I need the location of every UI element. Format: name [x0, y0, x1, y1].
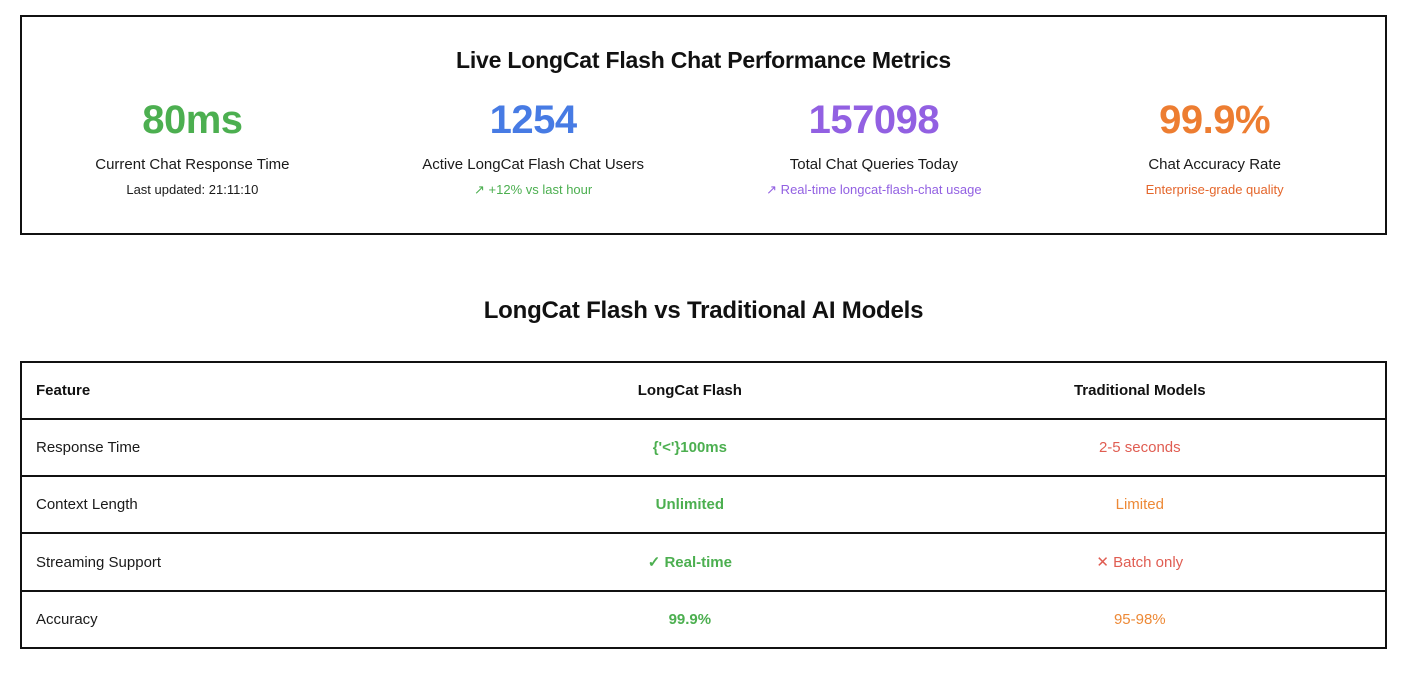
table-row: Context Length Unlimited Limited [21, 476, 1386, 533]
comparison-section-title: LongCat Flash vs Traditional AI Models [483, 297, 924, 324]
metric-subtext: ↗ +12% vs last hour [474, 182, 593, 197]
column-header-feature: Feature [36, 382, 91, 399]
traditional-models-cell: 95-98% [1113, 611, 1166, 628]
longcat-flash-cell: {'<'}100ms [652, 439, 727, 456]
metric-value: 157098 [808, 98, 940, 142]
traditional-models-cell: ✕ Batch only [1096, 554, 1184, 571]
column-header-traditional-models: Traditional Models [1073, 382, 1206, 399]
longcat-flash-cell: ✓ Real-time [647, 554, 732, 571]
traditional-models-cell: 2-5 seconds [1098, 439, 1181, 456]
table-row: Response Time {'<'}100ms 2-5 seconds [21, 419, 1386, 476]
live-metrics-panel: Live LongCat Flash Chat Performance Metr… [20, 15, 1387, 235]
feature-cell: Context Length [36, 496, 138, 513]
metric-value: 80ms [142, 98, 243, 142]
metric-label: Current Chat Response Time [95, 156, 290, 173]
column-header-longcat-flash: LongCat Flash [637, 382, 742, 399]
metric-card: 80ms Current Chat Response Time Last updat… [22, 100, 363, 197]
metric-card: 1254 Active LongCat Flash Chat Users ↗ +12… [363, 100, 704, 198]
metric-label: Chat Accuracy Rate [1148, 156, 1281, 173]
feature-cell: Streaming Support [36, 553, 162, 571]
table-header-row: Feature LongCat Flash Traditional Models [21, 362, 1386, 419]
comparison-table: Feature LongCat Flash Traditional Models… [20, 361, 1387, 649]
metric-value: 99.9% [1159, 98, 1271, 142]
metric-subtext: Enterprise-grade quality [1145, 182, 1284, 197]
metric-subtext: ↗ Real-time longcat-flash-chat usage [766, 182, 982, 197]
feature-cell: Accuracy [36, 611, 98, 628]
table-row: Streaming Support ✓ Real-time ✕ Batch only [21, 533, 1386, 591]
metric-card: 157098 Total Chat Queries Today ↗ Real-tim… [704, 100, 1045, 198]
metric-card: 99.9% Chat Accuracy Rate Enterprise-grade … [1044, 100, 1385, 197]
metrics-panel-title: Live LongCat Flash Chat Performance Metr… [456, 47, 951, 73]
metrics-row: 80ms Current Chat Response Time Last updat… [22, 100, 1385, 198]
metric-label: Total Chat Queries Today [789, 156, 958, 173]
metric-subtext: Last updated: 21:11:10 [126, 182, 259, 197]
longcat-flash-cell: Unlimited [655, 496, 725, 513]
traditional-models-cell: Limited [1115, 496, 1164, 513]
metric-value: 1254 [489, 98, 577, 142]
table-row: Accuracy 99.9% 95-98% [21, 591, 1386, 648]
metric-label: Active LongCat Flash Chat Users [422, 156, 644, 173]
feature-cell: Response Time [36, 439, 141, 456]
longcat-flash-cell: 99.9% [668, 611, 712, 628]
